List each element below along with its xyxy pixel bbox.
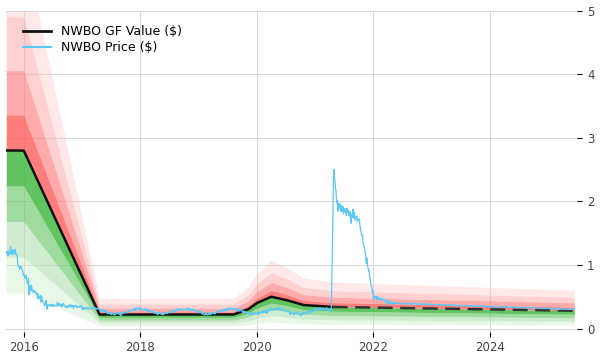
Legend: NWBO GF Value ($), NWBO Price ($): NWBO GF Value ($), NWBO Price ($) bbox=[18, 20, 187, 59]
